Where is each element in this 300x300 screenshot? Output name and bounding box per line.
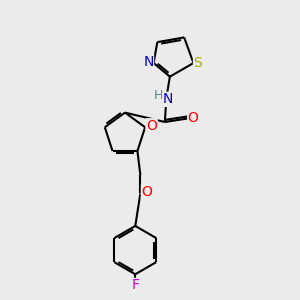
Text: S: S [194, 56, 202, 70]
Text: O: O [188, 112, 199, 125]
Text: F: F [131, 278, 139, 292]
Text: N: N [143, 55, 154, 69]
Text: H: H [153, 89, 163, 102]
Text: O: O [146, 119, 157, 133]
Text: N: N [163, 92, 173, 106]
Text: O: O [141, 185, 152, 199]
